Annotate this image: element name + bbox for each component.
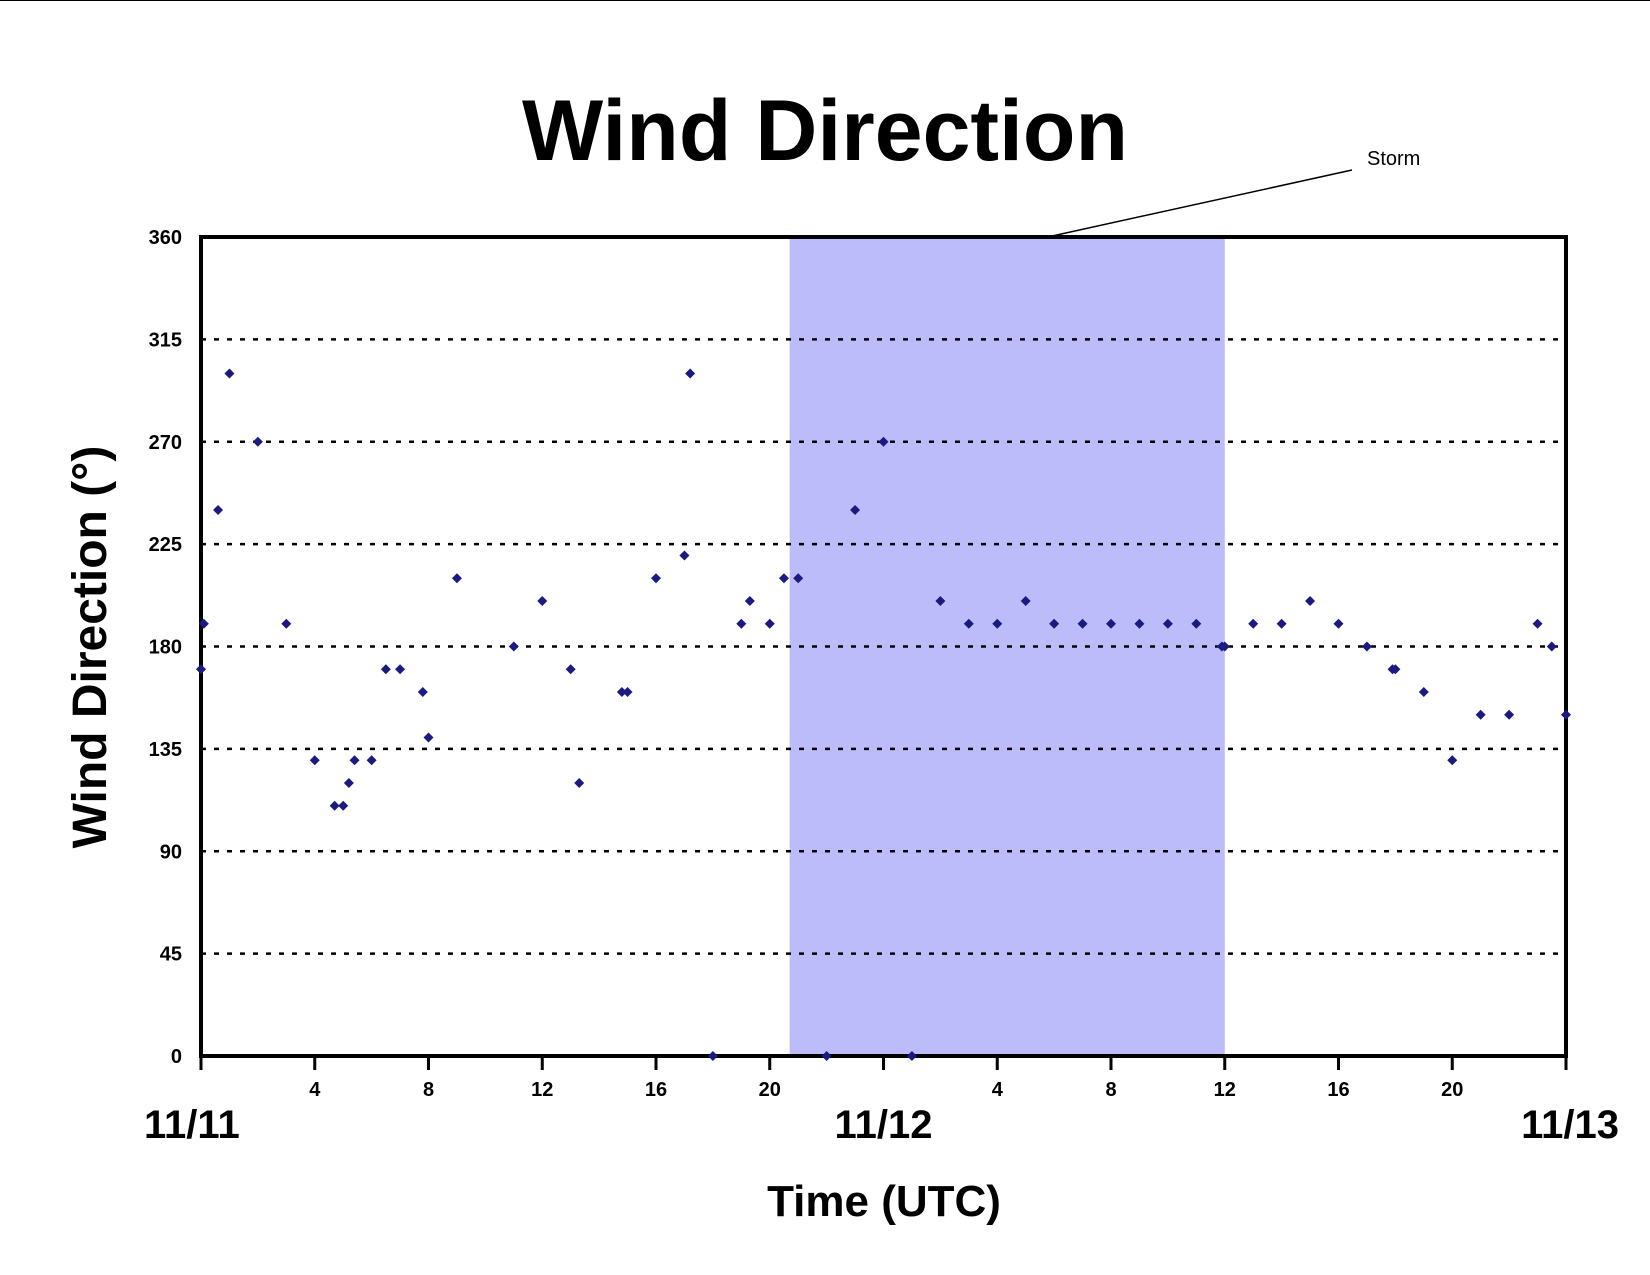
y-tick-label: 0 — [171, 1046, 182, 1068]
data-point — [281, 618, 292, 629]
day-label: 11/12 — [835, 1103, 933, 1147]
data-point — [878, 436, 889, 447]
data-point — [616, 687, 627, 697]
x-tick-label: 4 — [309, 1079, 321, 1101]
data-point — [1077, 618, 1088, 629]
x-tick-label: 4 — [992, 1079, 1004, 1101]
y-tick-label: 315 — [149, 329, 182, 351]
data-point — [349, 755, 360, 766]
x-tick-label: 8 — [423, 1079, 434, 1101]
data-point — [395, 664, 406, 675]
data-point — [309, 755, 320, 766]
data-point — [1162, 618, 1173, 629]
data-point — [679, 550, 690, 561]
data-point — [338, 800, 349, 811]
data-point — [744, 596, 755, 606]
day-label: 11/11 — [144, 1103, 240, 1147]
data-point — [1276, 618, 1287, 629]
data-point — [417, 687, 428, 697]
day-label: 11/13 — [1521, 1103, 1619, 1147]
data-point — [1532, 618, 1543, 629]
data-point — [508, 641, 519, 652]
y-tick-label: 270 — [149, 432, 182, 454]
data-point — [1106, 618, 1116, 629]
data-point — [366, 755, 377, 766]
data-point — [707, 1051, 718, 1061]
x-tick-label: 8 — [1105, 1079, 1116, 1101]
data-point — [1219, 641, 1230, 652]
data-point — [1361, 641, 1372, 652]
x-tick-label: 12 — [531, 1079, 553, 1101]
data-point — [850, 505, 861, 515]
data-point — [992, 618, 1003, 629]
data-point — [622, 687, 633, 697]
data-point — [1504, 709, 1515, 720]
data-point — [537, 596, 548, 606]
data-point — [764, 618, 775, 629]
y-tick-label: 360 — [149, 227, 182, 249]
data-point — [685, 368, 696, 379]
y-tick-label: 90 — [160, 841, 182, 863]
data-point — [574, 778, 585, 788]
data-point — [1447, 755, 1458, 766]
data-point — [329, 800, 340, 811]
data-point — [451, 573, 462, 584]
data-point — [224, 368, 235, 379]
data-point — [1191, 618, 1202, 629]
data-point — [778, 573, 789, 584]
x-tick-label: 20 — [759, 1079, 781, 1101]
y-tick-label: 225 — [149, 534, 182, 556]
data-point — [935, 596, 946, 606]
data-point — [1134, 618, 1145, 629]
y-tick-label: 135 — [149, 739, 182, 761]
x-tick-label: 12 — [1214, 1079, 1236, 1101]
data-point — [1546, 641, 1557, 652]
data-point — [565, 664, 576, 675]
data-point — [1020, 596, 1031, 606]
data-point — [252, 436, 263, 447]
data-point — [1475, 709, 1486, 720]
storm-leader-line — [1052, 169, 1353, 237]
data-point — [343, 778, 354, 788]
y-axis-label: Wind Direction (°) — [64, 446, 117, 849]
data-point — [1049, 618, 1060, 629]
data-point — [1561, 709, 1571, 720]
x-tick-label: 20 — [1441, 1079, 1463, 1101]
data-point — [1248, 618, 1259, 629]
y-tick-label: 45 — [160, 944, 182, 966]
data-point — [906, 1051, 917, 1061]
data-point — [821, 1051, 832, 1061]
top-border-line — [0, 0, 1650, 1]
data-point — [1418, 687, 1429, 697]
data-point — [1305, 596, 1316, 606]
data-point — [196, 664, 206, 675]
data-point — [1390, 664, 1401, 675]
data-point — [963, 618, 974, 629]
data-point — [1333, 618, 1344, 629]
data-point — [736, 618, 747, 629]
storm-annotation-label: Storm — [1367, 148, 1420, 170]
x-axis-label: Time (UTC) — [767, 1177, 1001, 1226]
x-tick-label: 16 — [1327, 1079, 1349, 1101]
data-point — [423, 732, 434, 743]
data-point — [213, 505, 224, 515]
y-tick-label: 180 — [149, 637, 182, 659]
data-point — [793, 573, 804, 584]
x-tick-label: 16 — [645, 1079, 667, 1101]
plot-area: 0 45 90 135 180 225 270 315 360 4 8 12 16 20 4 8 12 16 20 1… — [144, 169, 1619, 1147]
chart-title: Wind Direction — [522, 83, 1128, 179]
data-point — [651, 573, 661, 584]
data-point — [198, 618, 209, 629]
data-point — [380, 664, 391, 675]
